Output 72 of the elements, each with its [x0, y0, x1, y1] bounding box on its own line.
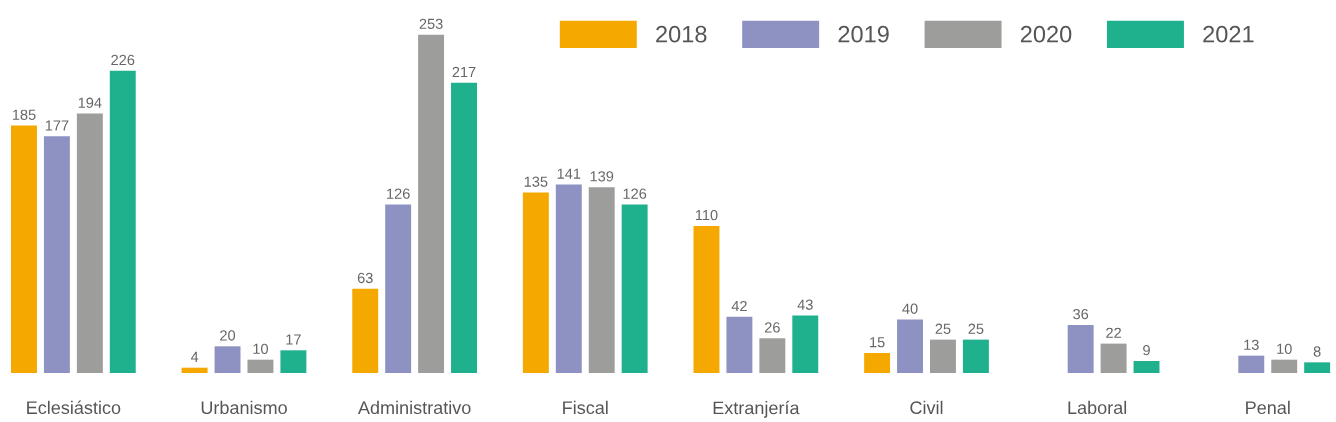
data-label: 25 [935, 323, 951, 334]
data-label: 8 [1313, 346, 1321, 357]
data-label: 10 [253, 343, 268, 355]
bar [555, 184, 582, 374]
x-tick-label: Fiscal [563, 400, 608, 415]
bar [247, 359, 274, 374]
x-tick-label: Civil [910, 400, 943, 415]
data-label: 226 [111, 54, 135, 66]
x-tick-label: Penal [1246, 400, 1290, 415]
data-label: 22 [1106, 327, 1121, 338]
data-label: 177 [45, 120, 69, 131]
x-tick-label: Urbanismo [201, 400, 287, 415]
data-label: 194 [78, 97, 102, 108]
bar [43, 136, 70, 374]
x-tick-label: Administrativo [357, 400, 471, 415]
data-label: 185 [12, 109, 36, 120]
bar [1238, 355, 1265, 374]
bar [11, 125, 37, 374]
legend-label: 2020 [1020, 25, 1072, 43]
bar [352, 288, 379, 374]
data-label: 126 [387, 188, 410, 199]
bar [1304, 362, 1331, 374]
bar [621, 204, 648, 374]
data-label: 135 [524, 176, 548, 187]
data-label: 217 [452, 66, 476, 78]
bar [385, 204, 412, 374]
bar [930, 339, 956, 374]
bar [792, 315, 819, 374]
bar [418, 34, 445, 374]
data-label: 17 [286, 334, 301, 345]
bar [522, 192, 549, 374]
x-tick-label: Eclesiástico [27, 400, 121, 415]
data-label: 15 [870, 337, 885, 348]
data-label: 126 [623, 188, 647, 199]
data-label: 110 [695, 209, 718, 221]
data-label: 139 [590, 171, 614, 182]
data-label: 40 [902, 303, 918, 314]
data-label: 141 [557, 168, 581, 179]
data-label: 42 [731, 300, 747, 312]
bar [897, 319, 923, 374]
data-label: 25 [968, 323, 984, 334]
bar [693, 225, 720, 374]
x-tick-label: Extranjería [713, 400, 800, 418]
bar [1100, 343, 1127, 374]
bar [726, 316, 753, 374]
bar [181, 367, 208, 374]
bar [280, 350, 307, 374]
bar [1271, 359, 1298, 374]
bar [1067, 324, 1094, 374]
data-label: 36 [1073, 308, 1089, 320]
data-label: 13 [1244, 339, 1259, 350]
data-label: 26 [764, 322, 780, 333]
bar [214, 346, 241, 374]
bar [759, 338, 786, 374]
data-label: 43 [797, 299, 813, 310]
bar [864, 352, 891, 374]
bar [588, 187, 615, 374]
legend-label: 2018 [656, 25, 707, 43]
x-tick-label: Laboral [1068, 400, 1127, 415]
data-label: 63 [357, 272, 373, 284]
data-label: 20 [220, 330, 236, 341]
bar [76, 113, 103, 374]
legend-label: 2021 [1203, 25, 1254, 43]
legend-label: 2019 [838, 25, 889, 43]
data-label: 253 [419, 18, 443, 30]
bar [962, 339, 989, 374]
data-label: 4 [190, 351, 199, 362]
data-label: 9 [1143, 345, 1150, 356]
bar [1133, 361, 1160, 374]
bar [451, 82, 477, 374]
bar [109, 70, 136, 374]
data-label: 10 [1277, 343, 1292, 355]
